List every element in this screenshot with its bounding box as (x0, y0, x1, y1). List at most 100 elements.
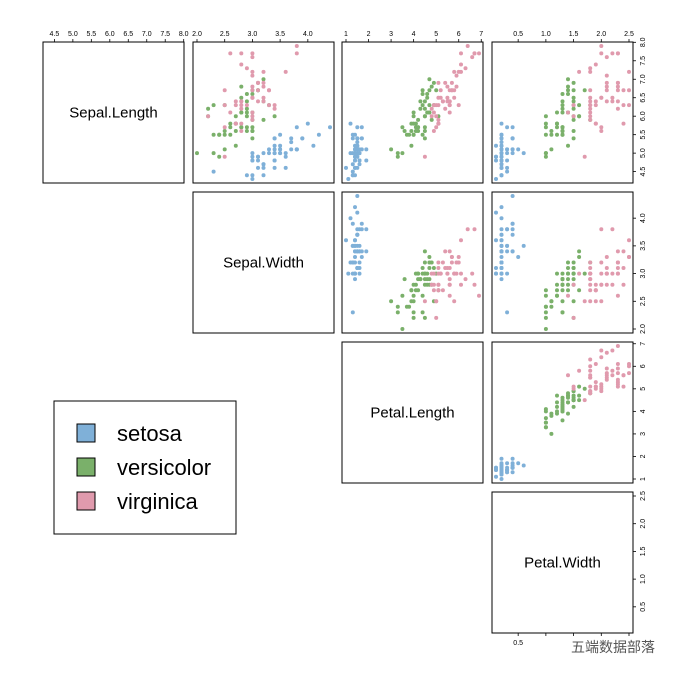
data-point-virginica (272, 103, 277, 108)
data-point-versicolor (571, 129, 576, 133)
data-point-virginica (599, 348, 604, 353)
data-point-versicolor (420, 293, 425, 298)
data-point-setosa (250, 154, 255, 159)
data-point-setosa (505, 147, 510, 152)
data-point-virginica (588, 391, 593, 396)
data-point-virginica (627, 362, 631, 366)
data-point-virginica (588, 95, 593, 100)
data-point-versicolor (389, 299, 394, 304)
data-point-versicolor (416, 271, 421, 276)
data-point-versicolor (577, 384, 582, 389)
panel-frame (491, 341, 634, 484)
data-point-virginica (599, 382, 604, 387)
data-point-versicolor (555, 404, 559, 409)
variable-label: Petal.Width (524, 555, 601, 572)
data-point-virginica (239, 103, 244, 108)
data-point-virginica (261, 69, 266, 74)
data-point-setosa (521, 463, 526, 468)
panel-Petal.Length-Petal.Width (491, 341, 634, 484)
data-point-versicolor (566, 282, 570, 287)
data-point-setosa (353, 151, 357, 156)
data-point-virginica (588, 282, 593, 287)
right-tick-label: 5.5 (640, 130, 647, 140)
data-point-versicolor (571, 277, 576, 282)
data-point-versicolor (389, 147, 394, 152)
legend-swatch-setosa (76, 423, 96, 443)
top-tick-label: 4.5 (50, 31, 60, 38)
data-point-virginica (615, 293, 620, 298)
right-tick-label: 6.0 (640, 111, 647, 121)
top-tick-label: 2.0 (596, 31, 606, 38)
data-point-versicolor (409, 288, 414, 293)
data-point-virginica (604, 84, 609, 89)
data-point-virginica (470, 55, 475, 60)
data-point-versicolor (543, 288, 548, 293)
data-point-virginica (615, 377, 620, 382)
data-point-virginica (456, 69, 461, 74)
data-point-versicolor (543, 304, 548, 309)
data-point-versicolor (416, 129, 421, 133)
data-point-virginica (449, 260, 454, 265)
data-point-setosa (355, 143, 360, 148)
data-point-versicolor (422, 106, 427, 111)
data-point-versicolor (582, 271, 587, 276)
data-point-versicolor (560, 395, 565, 400)
data-point-virginica (452, 299, 457, 304)
data-point-setosa (294, 147, 299, 152)
data-point-virginica (440, 288, 445, 293)
data-point-virginica (449, 88, 454, 93)
data-point-virginica (610, 227, 615, 232)
right-tick-label: 3.5 (640, 241, 647, 251)
data-point-setosa (278, 151, 283, 156)
data-point-virginica (566, 293, 570, 298)
data-point-virginica (206, 114, 211, 119)
data-point-setosa (328, 125, 332, 130)
top-tick-label: 7.0 (142, 31, 152, 38)
data-point-versicolor (422, 99, 427, 104)
data-point-virginica (443, 80, 448, 85)
data-point-virginica (599, 271, 604, 276)
data-point-virginica (627, 371, 631, 376)
data-point-virginica (250, 73, 255, 78)
data-point-versicolor (582, 386, 587, 391)
data-point-virginica (610, 99, 615, 104)
data-point-virginica (250, 117, 255, 122)
data-point-setosa (244, 173, 249, 178)
data-point-versicolor (566, 92, 570, 96)
data-point-setosa (505, 310, 510, 315)
data-point-versicolor (228, 121, 233, 126)
data-point-setosa (256, 154, 260, 159)
data-point-virginica (571, 282, 576, 287)
data-point-virginica (599, 355, 604, 360)
top-tick-label: 2.5 (624, 31, 634, 38)
data-point-versicolor (395, 151, 400, 156)
data-point-setosa (283, 151, 288, 156)
data-point-virginica (604, 55, 609, 60)
right-tick-label: 6 (640, 364, 647, 368)
data-point-versicolor (566, 391, 570, 396)
data-point-virginica (436, 260, 441, 265)
data-point-setosa (510, 456, 515, 461)
data-point-versicolor (571, 398, 576, 403)
data-point-versicolor (543, 420, 548, 425)
data-point-setosa (521, 151, 526, 156)
data-point-versicolor (566, 271, 570, 276)
data-point-versicolor (228, 132, 233, 137)
data-point-virginica (272, 106, 277, 111)
data-point-setosa (359, 221, 364, 226)
data-point-versicolor (549, 431, 554, 436)
data-point-virginica (621, 103, 626, 108)
data-point-setosa (516, 461, 521, 466)
panel-Sepal.Width-Petal.Width (491, 191, 634, 334)
variable-label: Sepal.Length (69, 105, 157, 122)
data-point-setosa (278, 132, 283, 137)
data-point-virginica (627, 69, 631, 74)
data-point-setosa (499, 173, 504, 178)
right-tick-label: 8.0 (640, 37, 647, 47)
data-point-versicolor (409, 129, 414, 133)
data-point-virginica (445, 95, 450, 100)
data-point-versicolor (560, 92, 565, 96)
data-point-versicolor (422, 260, 427, 265)
data-point-virginica (472, 282, 477, 287)
